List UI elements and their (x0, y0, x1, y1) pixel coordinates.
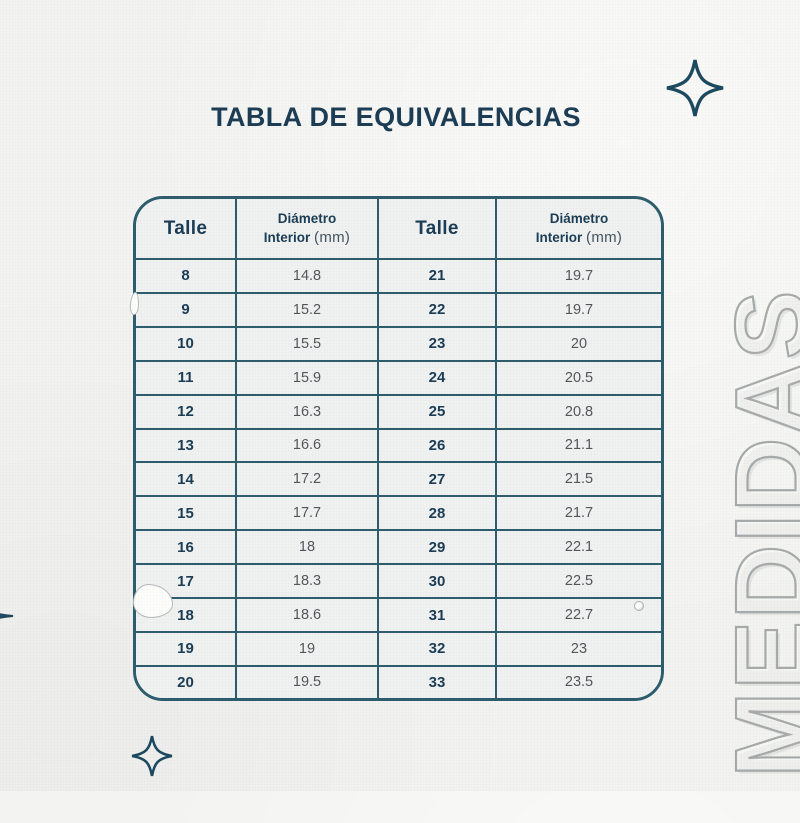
diameter-cell: 20.8 (496, 394, 661, 430)
diameter-cell: 19.5 (236, 665, 379, 698)
header-diameter-line2: Interior (263, 229, 311, 245)
header-diameter-line1: Diámetro (277, 210, 337, 226)
size-cell: 25 (378, 394, 497, 430)
diameter-cell: 16.3 (236, 394, 379, 430)
size-cell: 13 (136, 428, 237, 464)
diameter-cell: 15.2 (236, 292, 379, 328)
table-row: 13 16.6 26 21.1 (136, 428, 661, 464)
diameter-cell: 20 (496, 326, 661, 362)
diameter-cell: 14.8 (236, 259, 379, 294)
page-title: TABLA DE EQUIVALENCIAS (211, 102, 581, 132)
size-cell: 17 (136, 564, 237, 600)
diameter-cell: 15.5 (236, 326, 379, 362)
size-table: Talle Diámetro Interior (mm) Talle Diáme… (136, 199, 661, 698)
diameter-cell: 18 (236, 530, 379, 566)
size-cell: 8 (136, 259, 237, 294)
size-cell: 32 (378, 631, 497, 667)
table-row: 11 15.9 24 20.5 (136, 360, 661, 396)
diameter-cell: 21.5 (496, 462, 661, 498)
header-diameter-right: Diámetro Interior (mm) (496, 199, 661, 260)
size-cell: 9 (136, 292, 237, 328)
header-size-right: Talle (378, 199, 497, 260)
table-row: 14 17.2 27 21.5 (136, 462, 661, 498)
size-cell: 23 (378, 326, 497, 362)
size-cell: 24 (378, 360, 497, 396)
header-diameter-left: Diámetro Interior (mm) (236, 199, 379, 260)
size-cell: 15 (136, 496, 237, 532)
table-body: 8 14.8 21 19.7 9 15.2 22 19.7 10 15.5 23 20 11 15.9 24… (136, 259, 661, 698)
size-cell: 28 (378, 496, 497, 532)
diameter-cell: 18.3 (236, 564, 379, 600)
table-row: 12 16.3 25 20.8 (136, 394, 661, 430)
table-row: 16 18 29 22.1 (136, 530, 661, 566)
size-cell: 19 (136, 631, 237, 667)
size-cell: 16 (136, 530, 237, 566)
table-row: 19 19 32 23 (136, 631, 661, 667)
size-cell: 33 (378, 665, 497, 698)
table-header: Talle Diámetro Interior (mm) Talle Diáme… (136, 199, 661, 260)
diameter-cell: 20.5 (496, 360, 661, 396)
diameter-cell: 23.5 (496, 665, 661, 698)
size-cell: 29 (378, 530, 497, 566)
size-cell: 20 (136, 665, 237, 698)
size-cell: 21 (378, 259, 497, 294)
table-row: 8 14.8 21 19.7 (136, 259, 661, 294)
diameter-cell: 21.7 (496, 496, 661, 532)
diameter-cell: 19 (236, 631, 379, 667)
diameter-cell: 15.9 (236, 360, 379, 396)
size-cell: 30 (378, 564, 497, 600)
diameter-cell: 23 (496, 631, 661, 667)
table-row: 20 19.5 33 23.5 (136, 665, 661, 698)
table-row: 15 17.7 28 21.7 (136, 496, 661, 532)
diameter-cell: 17.2 (236, 462, 379, 498)
size-cell: 27 (378, 462, 497, 498)
diameter-cell: 19.7 (496, 259, 661, 294)
header-diameter-line1: Diámetro (549, 210, 609, 226)
sparkle-icon-small (131, 735, 173, 777)
diameter-cell: 18.6 (236, 598, 379, 633)
size-cell: 26 (378, 428, 497, 464)
header-diameter-line2: Interior (535, 229, 583, 245)
size-cell: 31 (378, 598, 497, 633)
diameter-cell: 21.1 (496, 428, 661, 464)
diameter-cell: 16.6 (236, 428, 379, 464)
header-diameter-unit: (mm) (586, 228, 623, 246)
size-cell: 22 (378, 292, 497, 328)
size-cell: 14 (136, 462, 237, 498)
diameter-cell: 19.7 (496, 292, 661, 328)
size-cell: 10 (136, 326, 237, 362)
table-row: 9 15.2 22 19.7 (136, 292, 661, 328)
watermark-medidas: MEDIDAS (713, 287, 800, 778)
artifact-blob-cloud (133, 584, 173, 618)
diameter-cell: 22.1 (496, 530, 661, 566)
table-row: 17 18.3 30 22.5 (136, 564, 661, 600)
header-size-left: Talle (136, 199, 237, 260)
diameter-cell: 22.7 (496, 598, 661, 633)
sparkle-icon-edge-clipped (0, 613, 14, 619)
diameter-cell: 22.5 (496, 564, 661, 600)
header-diameter-unit: (mm) (314, 228, 351, 246)
equivalence-table: Talle Diámetro Interior (mm) Talle Diáme… (133, 196, 664, 701)
table-row: 10 15.5 23 20 (136, 326, 661, 362)
diameter-cell: 17.7 (236, 496, 379, 532)
artifact-dot (634, 601, 644, 611)
size-cell: 11 (136, 360, 237, 396)
size-cell: 12 (136, 394, 237, 430)
sparkle-icon-large (666, 59, 724, 117)
header-row: Talle Diámetro Interior (mm) Talle Diáme… (136, 199, 661, 260)
table-row: 18 18.6 31 22.7 (136, 598, 661, 633)
